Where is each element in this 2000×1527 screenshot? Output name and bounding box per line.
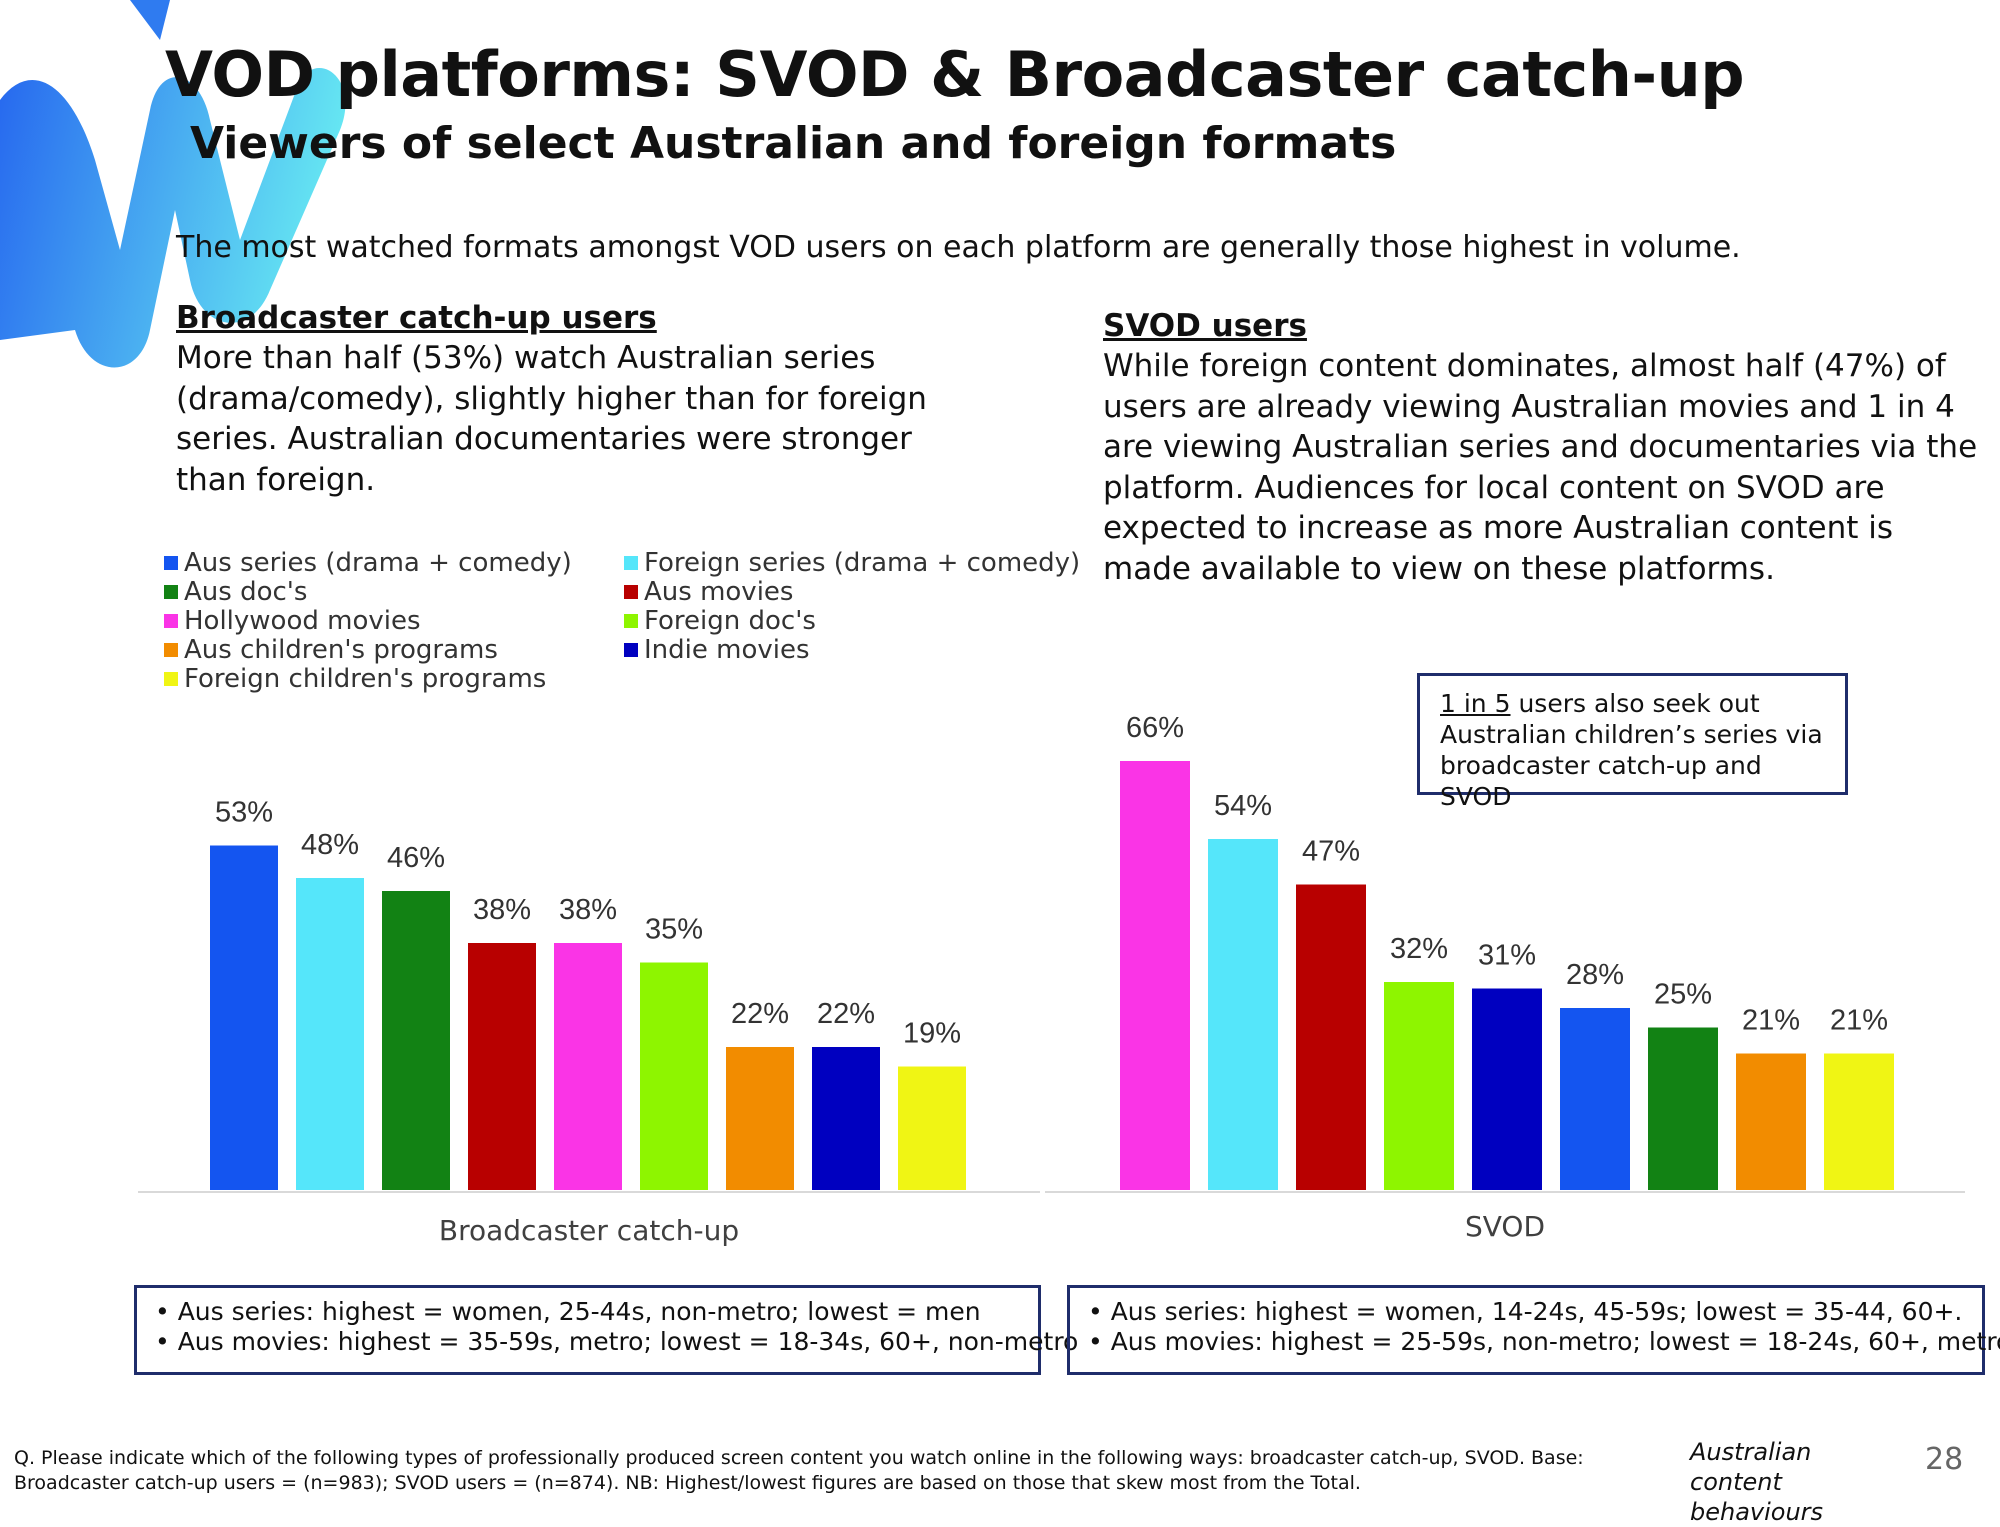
data-label: 19% — [903, 1018, 961, 1050]
data-label: 25% — [1654, 979, 1712, 1011]
notes-left-box: Aus series: highest = women, 25-44s, non… — [134, 1285, 1079, 1375]
legend-label: Foreign doc's — [644, 606, 816, 636]
notes-right-box: Aus series: highest = women, 14-24s, 45-… — [1067, 1285, 2000, 1375]
data-label: 21% — [1742, 1005, 1800, 1037]
bar — [210, 845, 278, 1190]
data-label: 46% — [387, 842, 445, 874]
data-label: 35% — [645, 914, 703, 946]
legend-item: Hollywood movies — [164, 606, 421, 636]
data-label: 21% — [1830, 1005, 1888, 1037]
x-axis-label: SVOD — [1465, 1210, 1545, 1243]
data-label: 28% — [1566, 959, 1624, 991]
left-section-text: More than half (53%) watch Australian se… — [176, 340, 927, 498]
bar — [554, 943, 622, 1190]
branding-text: Australian content behaviours — [1690, 1438, 1824, 1526]
legend-item: Foreign doc's — [624, 606, 816, 636]
note-item: Aus movies: highest = 25-59s, non-metro;… — [1088, 1327, 2000, 1357]
legend-swatch — [624, 556, 638, 570]
bar — [1384, 982, 1454, 1190]
data-label: 22% — [817, 998, 875, 1030]
legend-swatch — [624, 643, 638, 657]
note-item: Aus series: highest = women, 14-24s, 45-… — [1088, 1297, 1964, 1327]
legend-item: Aus series (drama + comedy) — [164, 548, 572, 578]
right-section-heading: SVOD users — [1103, 308, 1307, 344]
legend-label: Foreign series (drama + comedy) — [644, 548, 1081, 578]
bar — [296, 878, 364, 1190]
bar — [1824, 1053, 1894, 1190]
legend-label: Foreign children's programs — [184, 664, 547, 694]
legend-swatch — [164, 643, 178, 657]
data-label: 66% — [1126, 712, 1184, 744]
chart-svod: 66% 54% 47% 32% 31% 28% 25% 21% 21% SVOD — [1045, 712, 1965, 1243]
bar — [812, 1047, 880, 1190]
data-label: 47% — [1302, 836, 1360, 868]
data-label: 53% — [215, 797, 273, 829]
legend-label: Hollywood movies — [184, 606, 421, 636]
legend-swatch — [624, 585, 638, 599]
bar — [1296, 884, 1366, 1190]
legend-label: Aus movies — [644, 577, 794, 607]
legend-item: Aus movies — [624, 577, 793, 607]
data-label: 31% — [1478, 940, 1536, 972]
chart-broadcaster: 53% 48% 46% 38% 38% 35% 22% 22% 19% Broadcaster c… — [138, 797, 1040, 1247]
bar — [1736, 1053, 1806, 1190]
data-label: 54% — [1214, 790, 1272, 822]
page-title: VOD platforms: SVOD & Broadcaster catch-… — [165, 38, 1745, 111]
intro-text: The most watched formats amongst VOD use… — [176, 230, 1741, 265]
data-label: 32% — [1390, 933, 1448, 965]
footnote: Q. Please indicate which of the followin… — [14, 1447, 1584, 1494]
note-item: Aus movies: highest = 35-59s, metro; low… — [155, 1327, 1079, 1357]
legend-label: Indie movies — [644, 635, 810, 665]
legend-item: Aus children's programs — [164, 635, 498, 665]
bar — [726, 1047, 794, 1190]
note-item: Aus series: highest = women, 25-44s, non… — [155, 1297, 1020, 1327]
legend-item: Aus doc's — [164, 577, 307, 607]
callout-box: 1 in 5 users also seek out Australian ch… — [1417, 673, 1848, 811]
legend-swatch — [164, 672, 178, 686]
legend-swatch — [624, 614, 638, 628]
bar — [640, 962, 708, 1190]
legend-label: Aus series (drama + comedy) — [184, 548, 572, 578]
page-number: 28 — [1925, 1442, 1964, 1477]
callout-text: users also seek out Australian children’… — [1440, 689, 1823, 811]
page-subtitle: Viewers of select Australian and foreign… — [190, 118, 1397, 169]
legend-item: Foreign series (drama + comedy) — [624, 548, 1080, 578]
legend-item: Indie movies — [624, 635, 810, 665]
x-axis-label: Broadcaster catch-up — [439, 1214, 739, 1247]
legend-swatch — [164, 614, 178, 628]
legend-item: Foreign children's programs — [164, 664, 546, 694]
bar — [898, 1066, 966, 1190]
data-label: 48% — [301, 829, 359, 861]
data-label: 38% — [559, 894, 617, 926]
bar — [1648, 1027, 1718, 1190]
bar — [1208, 839, 1278, 1190]
bar — [1120, 761, 1190, 1190]
legend-swatch — [164, 585, 178, 599]
bar — [468, 943, 536, 1190]
bar — [1472, 988, 1542, 1190]
callout-emphasis: 1 in 5 — [1440, 689, 1511, 718]
legend-label: Aus children's programs — [184, 635, 498, 665]
data-label: 22% — [731, 998, 789, 1030]
bar — [1560, 1008, 1630, 1190]
legend-swatch — [164, 556, 178, 570]
brand-logo-icon — [0, 0, 346, 368]
bar — [382, 891, 450, 1190]
data-label: 38% — [473, 894, 531, 926]
left-section-heading: Broadcaster catch-up users — [176, 300, 657, 336]
right-section-text: While foreign content dominates, almost … — [1103, 348, 1978, 587]
legend-label: Aus doc's — [184, 577, 308, 607]
